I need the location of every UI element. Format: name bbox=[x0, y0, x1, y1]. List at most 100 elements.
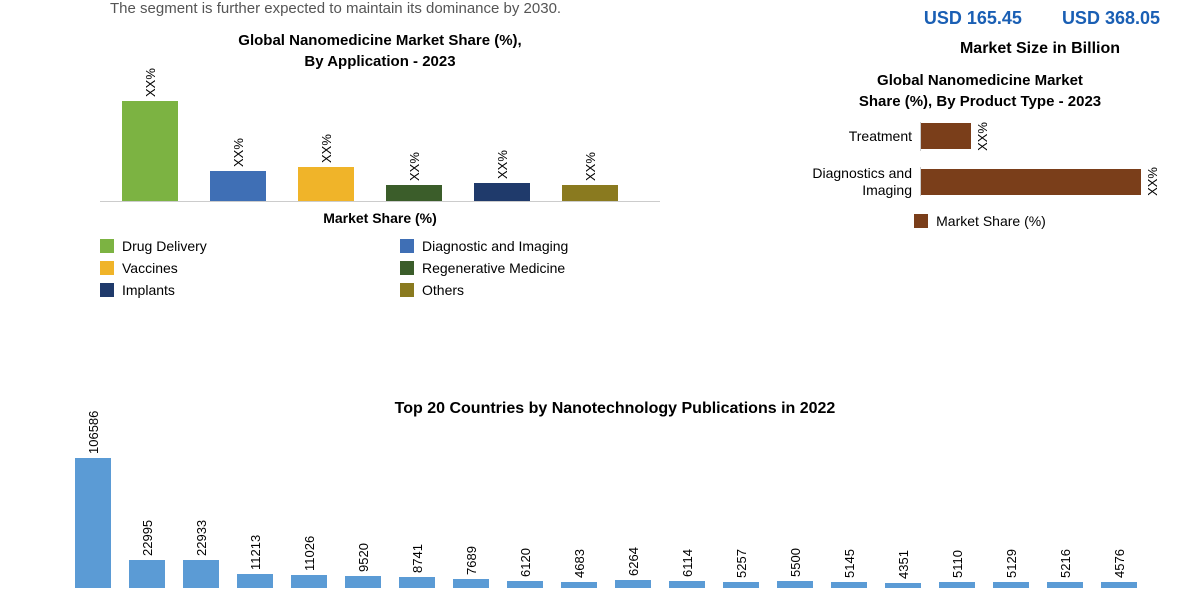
chart3-value-label: 22933 bbox=[194, 504, 209, 556]
chart1-x-title: Market Share (%) bbox=[100, 210, 660, 226]
chart1-bar bbox=[122, 101, 178, 201]
chart2-value-label: XX% bbox=[1145, 167, 1160, 196]
chart2-legend-swatch bbox=[914, 214, 928, 228]
chart3-value-label: 7689 bbox=[464, 523, 479, 575]
chart3-value-label: 6114 bbox=[680, 525, 695, 577]
chart2-row: TreatmentXX% bbox=[800, 122, 1160, 151]
chart3-bar bbox=[561, 582, 597, 588]
chart3-column: 4351 bbox=[880, 527, 926, 588]
chart2-legend: Market Share (%) bbox=[800, 213, 1160, 229]
chart1-bar bbox=[210, 171, 266, 201]
chart3-bar bbox=[1047, 582, 1083, 588]
legend-item: Vaccines bbox=[100, 260, 360, 276]
chart3-bar bbox=[993, 582, 1029, 588]
chart1-bar-label: XX% bbox=[407, 141, 422, 181]
chart3-bar bbox=[723, 582, 759, 588]
chart2-barwrap: XX% bbox=[920, 122, 1160, 151]
chart1-bar-wrap: XX% bbox=[120, 57, 180, 201]
chart3-column: 5216 bbox=[1042, 526, 1088, 588]
legend-swatch bbox=[100, 239, 114, 253]
chart1-bar-label: XX% bbox=[319, 123, 334, 163]
chart3-bar bbox=[669, 581, 705, 588]
market-size-label: Market Size in Billion bbox=[960, 40, 1120, 58]
legend-swatch bbox=[100, 261, 114, 275]
legend-label: Others bbox=[422, 282, 464, 298]
legend-item: Diagnostic and Imaging bbox=[400, 238, 660, 254]
chart2-bar bbox=[921, 123, 971, 149]
chart1-bar-wrap: XX% bbox=[208, 127, 268, 201]
product-type-chart: Global Nanomedicine Market Share (%), By… bbox=[800, 70, 1160, 229]
chart1-title-line2: By Application - 2023 bbox=[304, 53, 455, 70]
publications-chart: Top 20 Countries by Nanotechnology Publi… bbox=[70, 400, 1160, 588]
chart3-value-label: 4683 bbox=[572, 526, 587, 578]
chart3-bar-area: 1065862299522933112131102695208741768961… bbox=[70, 428, 1160, 588]
chart3-bar bbox=[291, 575, 327, 588]
market-values-block: USD 165.45 USD 368.05 bbox=[924, 8, 1160, 29]
chart3-bar bbox=[453, 579, 489, 588]
chart3-bar bbox=[1101, 582, 1137, 588]
chart2-value-label: XX% bbox=[975, 122, 990, 151]
chart3-column: 5145 bbox=[826, 526, 872, 588]
chart3-value-label: 11213 bbox=[248, 518, 263, 570]
chart2-row: Diagnostics and Imaging XX% bbox=[800, 165, 1160, 199]
chart3-bar bbox=[345, 576, 381, 588]
chart1-bar bbox=[298, 167, 354, 201]
chart3-value-label: 5129 bbox=[1004, 526, 1019, 578]
chart3-column: 6114 bbox=[664, 525, 710, 588]
top-description-text: The segment is further expected to maint… bbox=[110, 0, 561, 17]
chart3-value-label: 106586 bbox=[86, 402, 101, 454]
application-chart-title: Global Nanomedicine Market Share (%), By… bbox=[100, 30, 660, 72]
chart3-column: 22995 bbox=[124, 504, 170, 588]
legend-label: Regenerative Medicine bbox=[422, 260, 565, 276]
market-value-2: USD 368.05 bbox=[1062, 8, 1160, 29]
chart1-bar-wrap: XX% bbox=[560, 141, 620, 201]
chart3-column: 6264 bbox=[610, 524, 656, 588]
chart3-value-label: 22995 bbox=[140, 504, 155, 556]
chart2-legend-label: Market Share (%) bbox=[936, 213, 1046, 229]
chart2-title-line2: Share (%), By Product Type - 2023 bbox=[859, 93, 1101, 110]
chart3-value-label: 5145 bbox=[842, 526, 857, 578]
chart3-column: 106586 bbox=[70, 402, 116, 588]
chart1-bar bbox=[562, 185, 618, 201]
chart3-column: 11213 bbox=[232, 518, 278, 588]
legend-item: Drug Delivery bbox=[100, 238, 360, 254]
chart3-column: 7689 bbox=[448, 523, 494, 588]
chart3-bar bbox=[507, 581, 543, 588]
legend-label: Diagnostic and Imaging bbox=[422, 238, 568, 254]
chart3-bar bbox=[183, 560, 219, 588]
chart3-column: 5110 bbox=[934, 526, 980, 588]
chart2-barwrap: XX% bbox=[920, 167, 1160, 196]
chart3-bar bbox=[939, 582, 975, 588]
chart3-column: 5129 bbox=[988, 526, 1034, 588]
legend-item: Others bbox=[400, 282, 660, 298]
legend-swatch bbox=[400, 261, 414, 275]
application-chart: Global Nanomedicine Market Share (%), By… bbox=[100, 30, 660, 298]
chart3-value-label: 6264 bbox=[626, 524, 641, 576]
chart2-category: Diagnostics and Imaging bbox=[800, 165, 920, 199]
chart1-bar bbox=[386, 185, 442, 201]
legend-label: Vaccines bbox=[122, 260, 178, 276]
legend-label: Drug Delivery bbox=[122, 238, 207, 254]
chart3-value-label: 11026 bbox=[302, 519, 317, 571]
chart3-bar bbox=[831, 582, 867, 588]
chart3-column: 11026 bbox=[286, 519, 332, 588]
chart3-column: 5257 bbox=[718, 526, 764, 588]
chart3-bar bbox=[885, 583, 921, 588]
chart3-bar bbox=[129, 560, 165, 588]
chart3-column: 6120 bbox=[502, 525, 548, 588]
chart3-value-label: 4351 bbox=[896, 527, 911, 579]
chart3-column: 22933 bbox=[178, 504, 224, 588]
chart3-value-label: 5257 bbox=[734, 526, 749, 578]
legend-item: Regenerative Medicine bbox=[400, 260, 660, 276]
chart1-bar-label: XX% bbox=[583, 141, 598, 181]
chart3-column: 9520 bbox=[340, 520, 386, 588]
chart3-column: 8741 bbox=[394, 521, 440, 588]
chart3-value-label: 5500 bbox=[788, 525, 803, 577]
chart1-bar-label: XX% bbox=[231, 127, 246, 167]
chart3-value-label: 6120 bbox=[518, 525, 533, 577]
publications-chart-title: Top 20 Countries by Nanotechnology Publi… bbox=[70, 400, 1160, 418]
chart1-title-line1: Global Nanomedicine Market Share (%), bbox=[238, 32, 521, 49]
chart2-bar bbox=[921, 169, 1141, 195]
chart3-bar bbox=[615, 580, 651, 588]
chart3-bar bbox=[237, 574, 273, 588]
